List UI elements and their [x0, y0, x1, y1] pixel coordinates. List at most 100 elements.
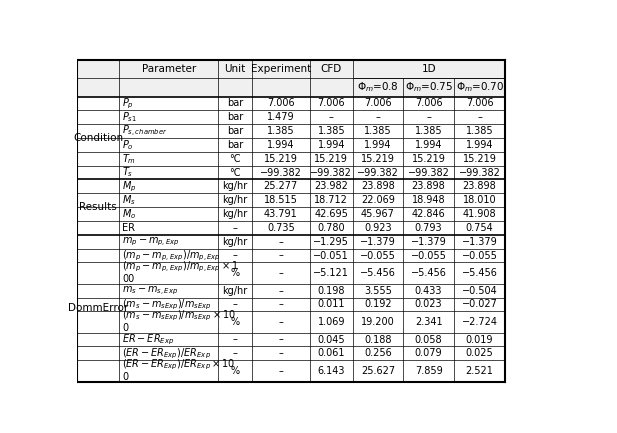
Text: −2.724: −2.724: [462, 317, 497, 327]
Text: 18.515: 18.515: [264, 195, 298, 205]
Text: 15.219: 15.219: [463, 154, 497, 164]
Text: 1.479: 1.479: [267, 112, 295, 122]
Text: $ER-ER_{Exp}$: $ER-ER_{Exp}$: [122, 332, 175, 347]
Text: 1.994: 1.994: [415, 140, 442, 150]
Text: bar: bar: [227, 126, 243, 136]
Text: −0.055: −0.055: [462, 251, 497, 261]
Text: –: –: [278, 251, 283, 261]
Text: 1D: 1D: [421, 64, 436, 74]
Text: Φ$_m$=0.70: Φ$_m$=0.70: [455, 81, 503, 94]
Text: Unit: Unit: [225, 64, 246, 74]
Text: 0.188: 0.188: [364, 335, 392, 345]
Text: 0: 0: [122, 323, 128, 333]
Text: $M_s$: $M_s$: [122, 193, 136, 207]
Text: –: –: [278, 286, 283, 296]
Text: −1.379: −1.379: [360, 237, 395, 247]
Text: –: –: [233, 251, 238, 261]
Text: –: –: [278, 300, 283, 310]
Text: $(m_p-m_{p,Exp})/m_{p,Exp}$: $(m_p-m_{p,Exp})/m_{p,Exp}$: [122, 248, 222, 263]
Text: 0.192: 0.192: [364, 300, 392, 310]
Text: −99.382: −99.382: [458, 168, 500, 178]
Text: 0.025: 0.025: [466, 348, 494, 359]
Text: bar: bar: [227, 140, 243, 150]
Text: bar: bar: [227, 98, 243, 108]
Text: 0.433: 0.433: [415, 286, 442, 296]
Text: Experiment: Experiment: [251, 64, 311, 74]
Text: 6.143: 6.143: [318, 366, 345, 376]
Text: kg/hr: kg/hr: [222, 286, 247, 296]
Text: −99.382: −99.382: [408, 168, 450, 178]
Text: 18.010: 18.010: [463, 195, 496, 205]
Text: –: –: [233, 300, 238, 310]
Text: %: %: [230, 366, 239, 376]
Text: DommError: DommError: [68, 303, 128, 313]
Text: 0.780: 0.780: [318, 223, 345, 233]
Text: 1.994: 1.994: [267, 140, 294, 150]
Text: $P_p$: $P_p$: [122, 96, 134, 111]
Text: $m_p-m_{p,Exp}$: $m_p-m_{p,Exp}$: [122, 236, 180, 248]
Text: 0.735: 0.735: [267, 223, 295, 233]
Text: 41.908: 41.908: [463, 209, 496, 219]
Text: −5.456: −5.456: [462, 268, 497, 278]
Text: –: –: [278, 348, 283, 359]
Text: 1.385: 1.385: [466, 126, 494, 136]
Text: 22.069: 22.069: [361, 195, 395, 205]
Text: –: –: [426, 112, 431, 122]
Text: 19.200: 19.200: [361, 317, 395, 327]
Text: Condition: Condition: [73, 133, 123, 143]
Text: $(m_p-m_{p,Exp})/m_{p,Exp}\times1$: $(m_p-m_{p,Exp})/m_{p,Exp}\times1$: [122, 260, 239, 274]
Text: 7.006: 7.006: [466, 98, 494, 108]
Text: %: %: [230, 268, 239, 278]
Text: 23.982: 23.982: [314, 181, 348, 191]
Text: 23.898: 23.898: [361, 181, 395, 191]
Text: –: –: [278, 268, 283, 278]
Text: 1.385: 1.385: [267, 126, 295, 136]
Text: 15.219: 15.219: [314, 154, 348, 164]
Text: 0.079: 0.079: [415, 348, 442, 359]
Text: −0.504: −0.504: [462, 286, 497, 296]
Text: –: –: [278, 335, 283, 345]
Text: 0.198: 0.198: [318, 286, 345, 296]
Text: $(m_s-m_{sExp})/m_{sExp}$: $(m_s-m_{sExp})/m_{sExp}$: [122, 297, 212, 312]
Text: 7.859: 7.859: [415, 366, 442, 376]
Text: –: –: [376, 112, 380, 122]
Text: $P_{s,chamber}$: $P_{s,chamber}$: [122, 123, 168, 139]
Text: –: –: [233, 335, 238, 345]
Text: 1.994: 1.994: [364, 140, 392, 150]
Text: 23.898: 23.898: [463, 181, 497, 191]
Text: 0.256: 0.256: [364, 348, 392, 359]
Text: 0.023: 0.023: [415, 300, 442, 310]
Text: –: –: [278, 317, 283, 327]
Text: $(m_s-m_{sExp})/m_{sExp}\times10$: $(m_s-m_{sExp})/m_{sExp}\times10$: [122, 309, 236, 323]
Text: 7.006: 7.006: [364, 98, 392, 108]
Bar: [77, 78, 505, 97]
Text: kg/hr: kg/hr: [222, 237, 247, 247]
Text: Φ$_m$=0.75: Φ$_m$=0.75: [405, 81, 452, 94]
Text: °C: °C: [229, 154, 241, 164]
Text: 15.219: 15.219: [412, 154, 445, 164]
Text: 0.754: 0.754: [466, 223, 494, 233]
Text: 2.521: 2.521: [466, 366, 494, 376]
Text: $m_s-m_{s,Exp}$: $m_s-m_{s,Exp}$: [122, 284, 178, 297]
Text: 15.219: 15.219: [264, 154, 298, 164]
Text: −0.055: −0.055: [360, 251, 396, 261]
Text: CFD: CFD: [321, 64, 342, 74]
Text: 15.219: 15.219: [361, 154, 395, 164]
Text: °C: °C: [229, 168, 241, 178]
Text: 0.011: 0.011: [318, 300, 345, 310]
Text: $(ER-ER_{Exp})/ER_{Exp}$: $(ER-ER_{Exp})/ER_{Exp}$: [122, 346, 211, 361]
Text: −0.055: −0.055: [411, 251, 447, 261]
Text: 0.923: 0.923: [364, 223, 392, 233]
Text: $M_o$: $M_o$: [122, 207, 136, 221]
Text: 7.006: 7.006: [415, 98, 442, 108]
Text: $P_o$: $P_o$: [122, 138, 134, 152]
Text: −1.379: −1.379: [411, 237, 447, 247]
Text: –: –: [278, 366, 283, 376]
Text: 0.058: 0.058: [415, 335, 442, 345]
Text: $T_m$: $T_m$: [122, 152, 136, 166]
Text: 25.627: 25.627: [361, 366, 395, 376]
Text: 1.385: 1.385: [415, 126, 442, 136]
Text: 25.277: 25.277: [263, 181, 298, 191]
Text: Φ$_m$=0.8: Φ$_m$=0.8: [357, 81, 399, 94]
Bar: [77, 60, 505, 78]
